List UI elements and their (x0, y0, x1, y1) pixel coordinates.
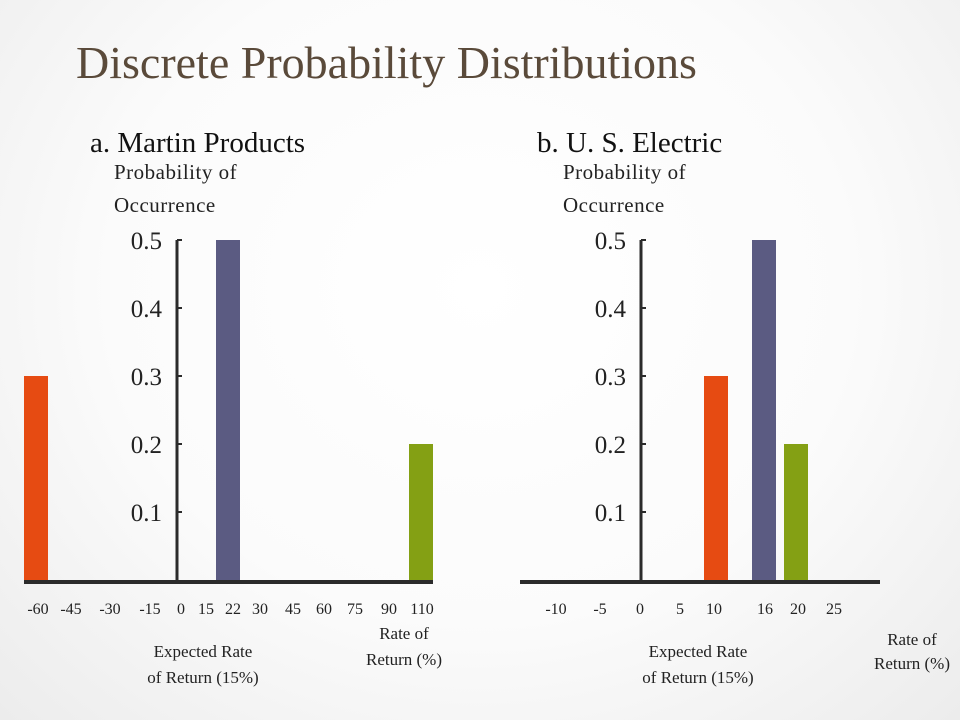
slide-title: Discrete Probability Distributions (76, 37, 697, 88)
y-axis-label: Probability of (114, 160, 237, 184)
x-tick-label: -45 (60, 601, 81, 618)
x-axis-label: Rate of (887, 630, 937, 649)
panel-title: a. Martin Products (90, 127, 305, 159)
x-tick-label: 15 (198, 601, 214, 618)
x-tick-label: -5 (593, 601, 606, 618)
x-tick-label: -60 (27, 601, 48, 618)
expected-return-annotation: of Return (15%) (642, 668, 753, 687)
x-tick-label: 30 (252, 601, 268, 618)
x-axis-label: Return (%) (874, 654, 950, 673)
x-tick-label: 45 (285, 601, 301, 618)
y-tick-label: 0.2 (131, 432, 162, 459)
y-axis-label: Probability of (563, 160, 686, 184)
x-tick-label: 110 (410, 601, 433, 618)
x-tick-label: 16 (757, 601, 773, 618)
y-tick-label: 0.4 (595, 296, 627, 323)
x-tick-label: -30 (99, 601, 120, 618)
y-axis-label: Occurrence (114, 193, 216, 217)
y-tick-label: 0.1 (131, 500, 162, 527)
bar (24, 376, 48, 582)
x-tick-label: 0 (177, 601, 185, 618)
expected-return-annotation: Expected Rate (154, 642, 253, 661)
y-tick-label: 0.3 (595, 364, 626, 391)
x-tick-label: 75 (347, 601, 363, 618)
x-tick-label: 60 (316, 601, 332, 618)
bar (704, 376, 728, 582)
x-tick-label: -15 (139, 601, 160, 618)
y-tick-label: 0.1 (595, 500, 626, 527)
bar (784, 444, 808, 582)
x-tick-label: 22 (225, 601, 241, 618)
x-tick-label: -10 (545, 601, 566, 618)
expected-return-annotation: Expected Rate (649, 642, 748, 661)
x-tick-label: 90 (381, 601, 397, 618)
x-axis-label: Rate of (379, 624, 429, 643)
y-tick-label: 0.5 (131, 228, 162, 255)
y-tick-label: 0.5 (595, 228, 626, 255)
expected-return-annotation: of Return (15%) (147, 668, 258, 687)
y-tick-label: 0.3 (131, 364, 162, 391)
x-tick-label: 10 (706, 601, 722, 618)
bar (752, 240, 776, 582)
x-axis-label: Return (%) (366, 650, 442, 669)
y-axis-label: Occurrence (563, 193, 665, 217)
x-tick-label: 25 (826, 601, 842, 618)
panel-title: b. U. S. Electric (537, 127, 722, 159)
y-tick-label: 0.2 (595, 432, 626, 459)
x-tick-label: 5 (676, 601, 684, 618)
y-tick-label: 0.4 (131, 296, 163, 323)
bar (409, 444, 433, 582)
x-tick-label: 0 (636, 601, 644, 618)
bar (216, 240, 240, 582)
x-tick-label: 20 (790, 601, 806, 618)
